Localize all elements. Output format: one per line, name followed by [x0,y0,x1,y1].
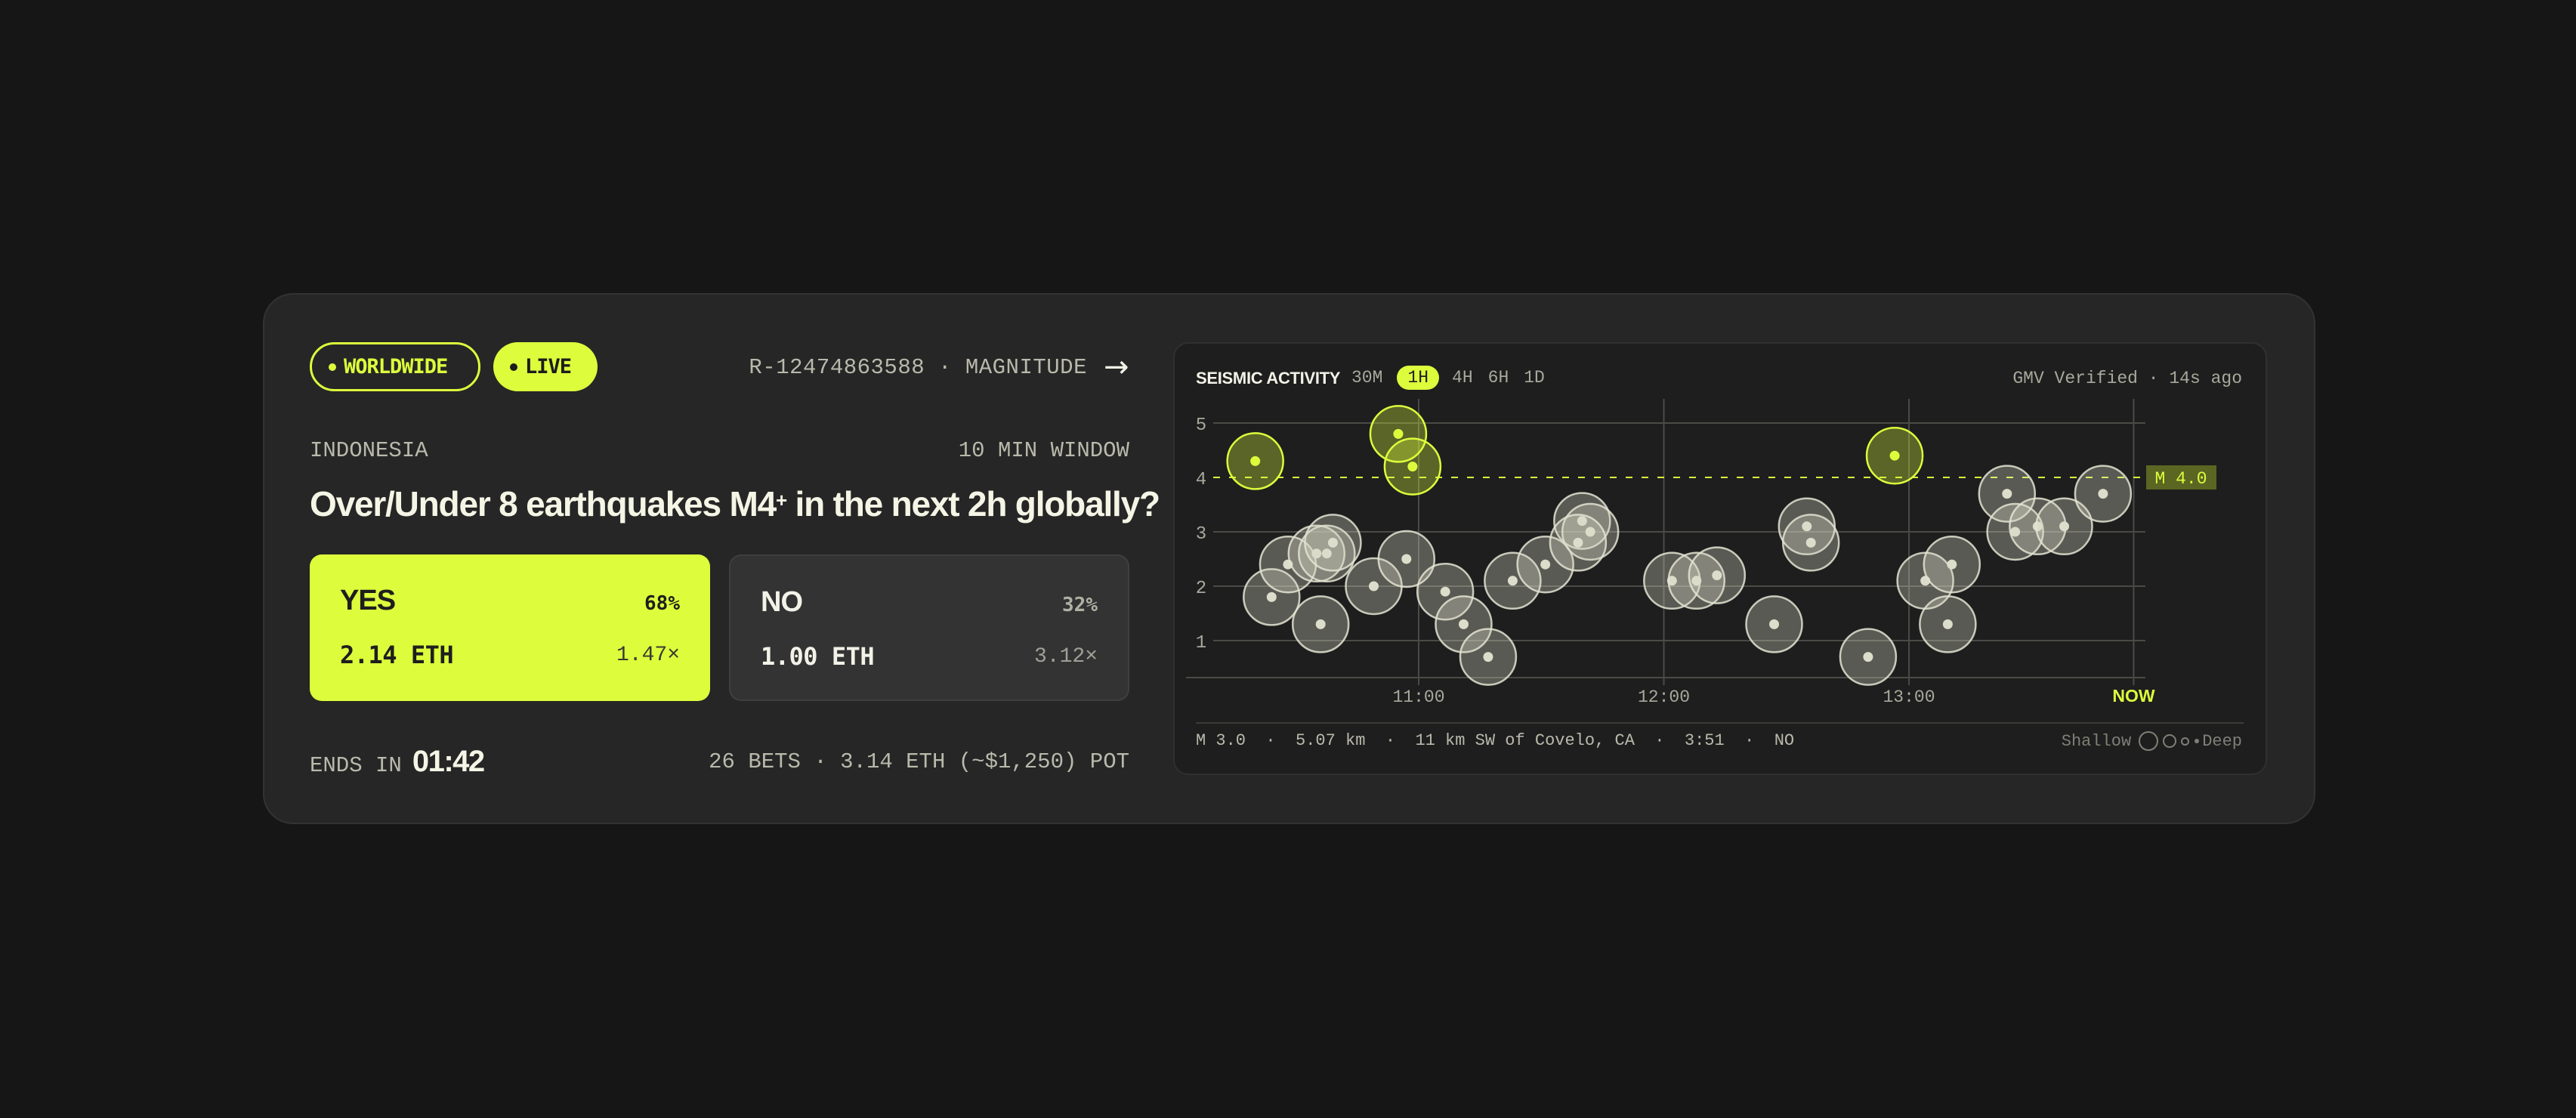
verified-status: GMV Verified · 14s ago [2012,369,2242,388]
earthquake-bubble[interactable] [1688,546,1747,604]
option-no-button[interactable]: NO 32% 1.00 ETH 3.12× [729,554,1129,701]
ends-label: ENDS IN [310,753,402,778]
option-no-label: NO [761,586,803,618]
threshold-badge [2146,465,2216,490]
dot-icon [329,363,336,371]
market-reference-link[interactable]: R-12474863588 · MAGNITUDE → [749,352,1129,382]
earthquake-bubble[interactable] [1978,465,2037,523]
earthquake-bubble[interactable] [1778,497,1836,556]
earthquake-bubble[interactable] [1298,524,1356,583]
earthquake-bubble[interactable] [1377,530,1436,588]
option-yes-multiplier: 1.47× [616,644,680,667]
y-tick-label: 4 [1196,470,1206,490]
y-tick-label: 1 [1196,633,1206,653]
region-label: INDONESIA [310,438,428,463]
question-sup: + [775,489,787,511]
range-1h[interactable]: 1H [1397,366,1440,390]
earthquake-bubble[interactable] [1459,628,1518,686]
circle-medium-icon [2163,734,2177,748]
window-label: 10 MIN WINDOW [958,438,1129,463]
earthquake-bubble-above-threshold[interactable] [1865,426,1924,485]
circle-large-icon [2139,731,2159,751]
earthquake-bubble[interactable] [1745,595,1803,653]
chip-worldwide-label: WORLDWIDE [344,355,448,378]
market-reference: R-12474863588 · MAGNITUDE [749,354,1087,380]
circle-small-icon [2181,737,2190,746]
earthquake-bubble[interactable] [1986,502,2044,561]
now-label: NOW [2112,686,2155,706]
earthquake-bubble[interactable] [2035,497,2093,556]
market-question: Over/Under 8 earthquakes M4+ in the next… [310,483,1160,524]
earthquake-bubble-above-threshold[interactable] [1383,437,1442,496]
earthquake-bubble[interactable] [1291,595,1350,653]
chip-live[interactable]: LIVE [493,342,598,391]
option-no-multiplier: 3.12× [1033,645,1098,669]
earthquake-bubble-above-threshold[interactable] [1369,405,1428,463]
threshold-label: M 4.0 [2154,469,2207,489]
question-main: Over/Under 8 earthquakes M4 [310,484,777,523]
option-no-amount: 1.00 ETH [761,642,875,671]
legend-shallow-label: Shallow [2061,731,2132,751]
footer-divider [1196,722,2244,724]
earthquake-bubble-above-threshold[interactable] [1226,432,1284,490]
option-yes-label: YES [340,585,396,616]
earthquake-bubble[interactable] [1516,535,1574,594]
option-yes-button[interactable]: YES 68% 2.14 ETH 1.47× [310,554,710,701]
depth-legend: Shallow Deep [2062,731,2242,751]
x-tick-label: 13:00 [1883,687,1935,707]
panel-title: SEISMIC ACTIVITY [1196,369,1341,388]
question-tail: in the next 2h globally? [786,484,1161,523]
earthquake-bubble[interactable] [1781,514,1840,572]
range-6h[interactable]: 6H [1487,368,1509,388]
y-tick-label: 3 [1196,524,1206,545]
earthquake-bubble[interactable] [1667,551,1726,610]
earthquake-bubble[interactable] [1549,514,1608,572]
y-tick-label: 5 [1196,415,1206,436]
earthquake-bubble[interactable] [1484,551,1542,610]
selected-event-info: M 3.0 · 5.07 km · 11 km SW of Covelo, CA… [1196,731,1795,750]
range-selector: 30M 1H 4H 6H 1D [1345,366,1553,390]
x-tick-label: 11:00 [1392,687,1444,707]
earthquake-bubble[interactable] [1839,628,1898,686]
earthquake-bubble[interactable] [1923,535,1981,594]
earthquake-bubble[interactable] [1304,514,1362,572]
legend-deep-label: Deep [2202,731,2242,751]
y-tick-label: 2 [1196,579,1206,599]
option-yes-percent: 68% [644,592,680,615]
option-no-percent: 32% [1062,594,1098,616]
arrow-right-icon: → [1103,350,1129,385]
range-30m[interactable]: 30M [1351,368,1383,388]
countdown: ENDS IN 01:42 [310,745,485,779]
pot-summary: 26 BETS · 3.14 ETH (~$1,250) POT [709,749,1129,774]
range-1d[interactable]: 1D [1524,368,1545,388]
earthquake-bubble[interactable] [1416,562,1475,621]
earthquake-bubble[interactable] [1919,595,1977,653]
earthquake-bubble[interactable] [2074,465,2133,523]
earthquake-bubble[interactable] [1553,492,1611,550]
earthquake-bubble[interactable] [1435,595,1493,653]
range-4h[interactable]: 4H [1452,368,1473,388]
live-dot-icon [510,363,517,371]
x-tick-label: 12:00 [1638,687,1690,707]
dot-tiny-icon [2195,739,2200,743]
option-yes-amount: 2.14 ETH [340,641,454,669]
earthquake-bubble[interactable] [1243,568,1301,626]
ends-time: 01:42 [412,745,485,778]
chip-live-label: LIVE [525,355,572,378]
chip-worldwide[interactable]: WORLDWIDE [310,342,480,391]
